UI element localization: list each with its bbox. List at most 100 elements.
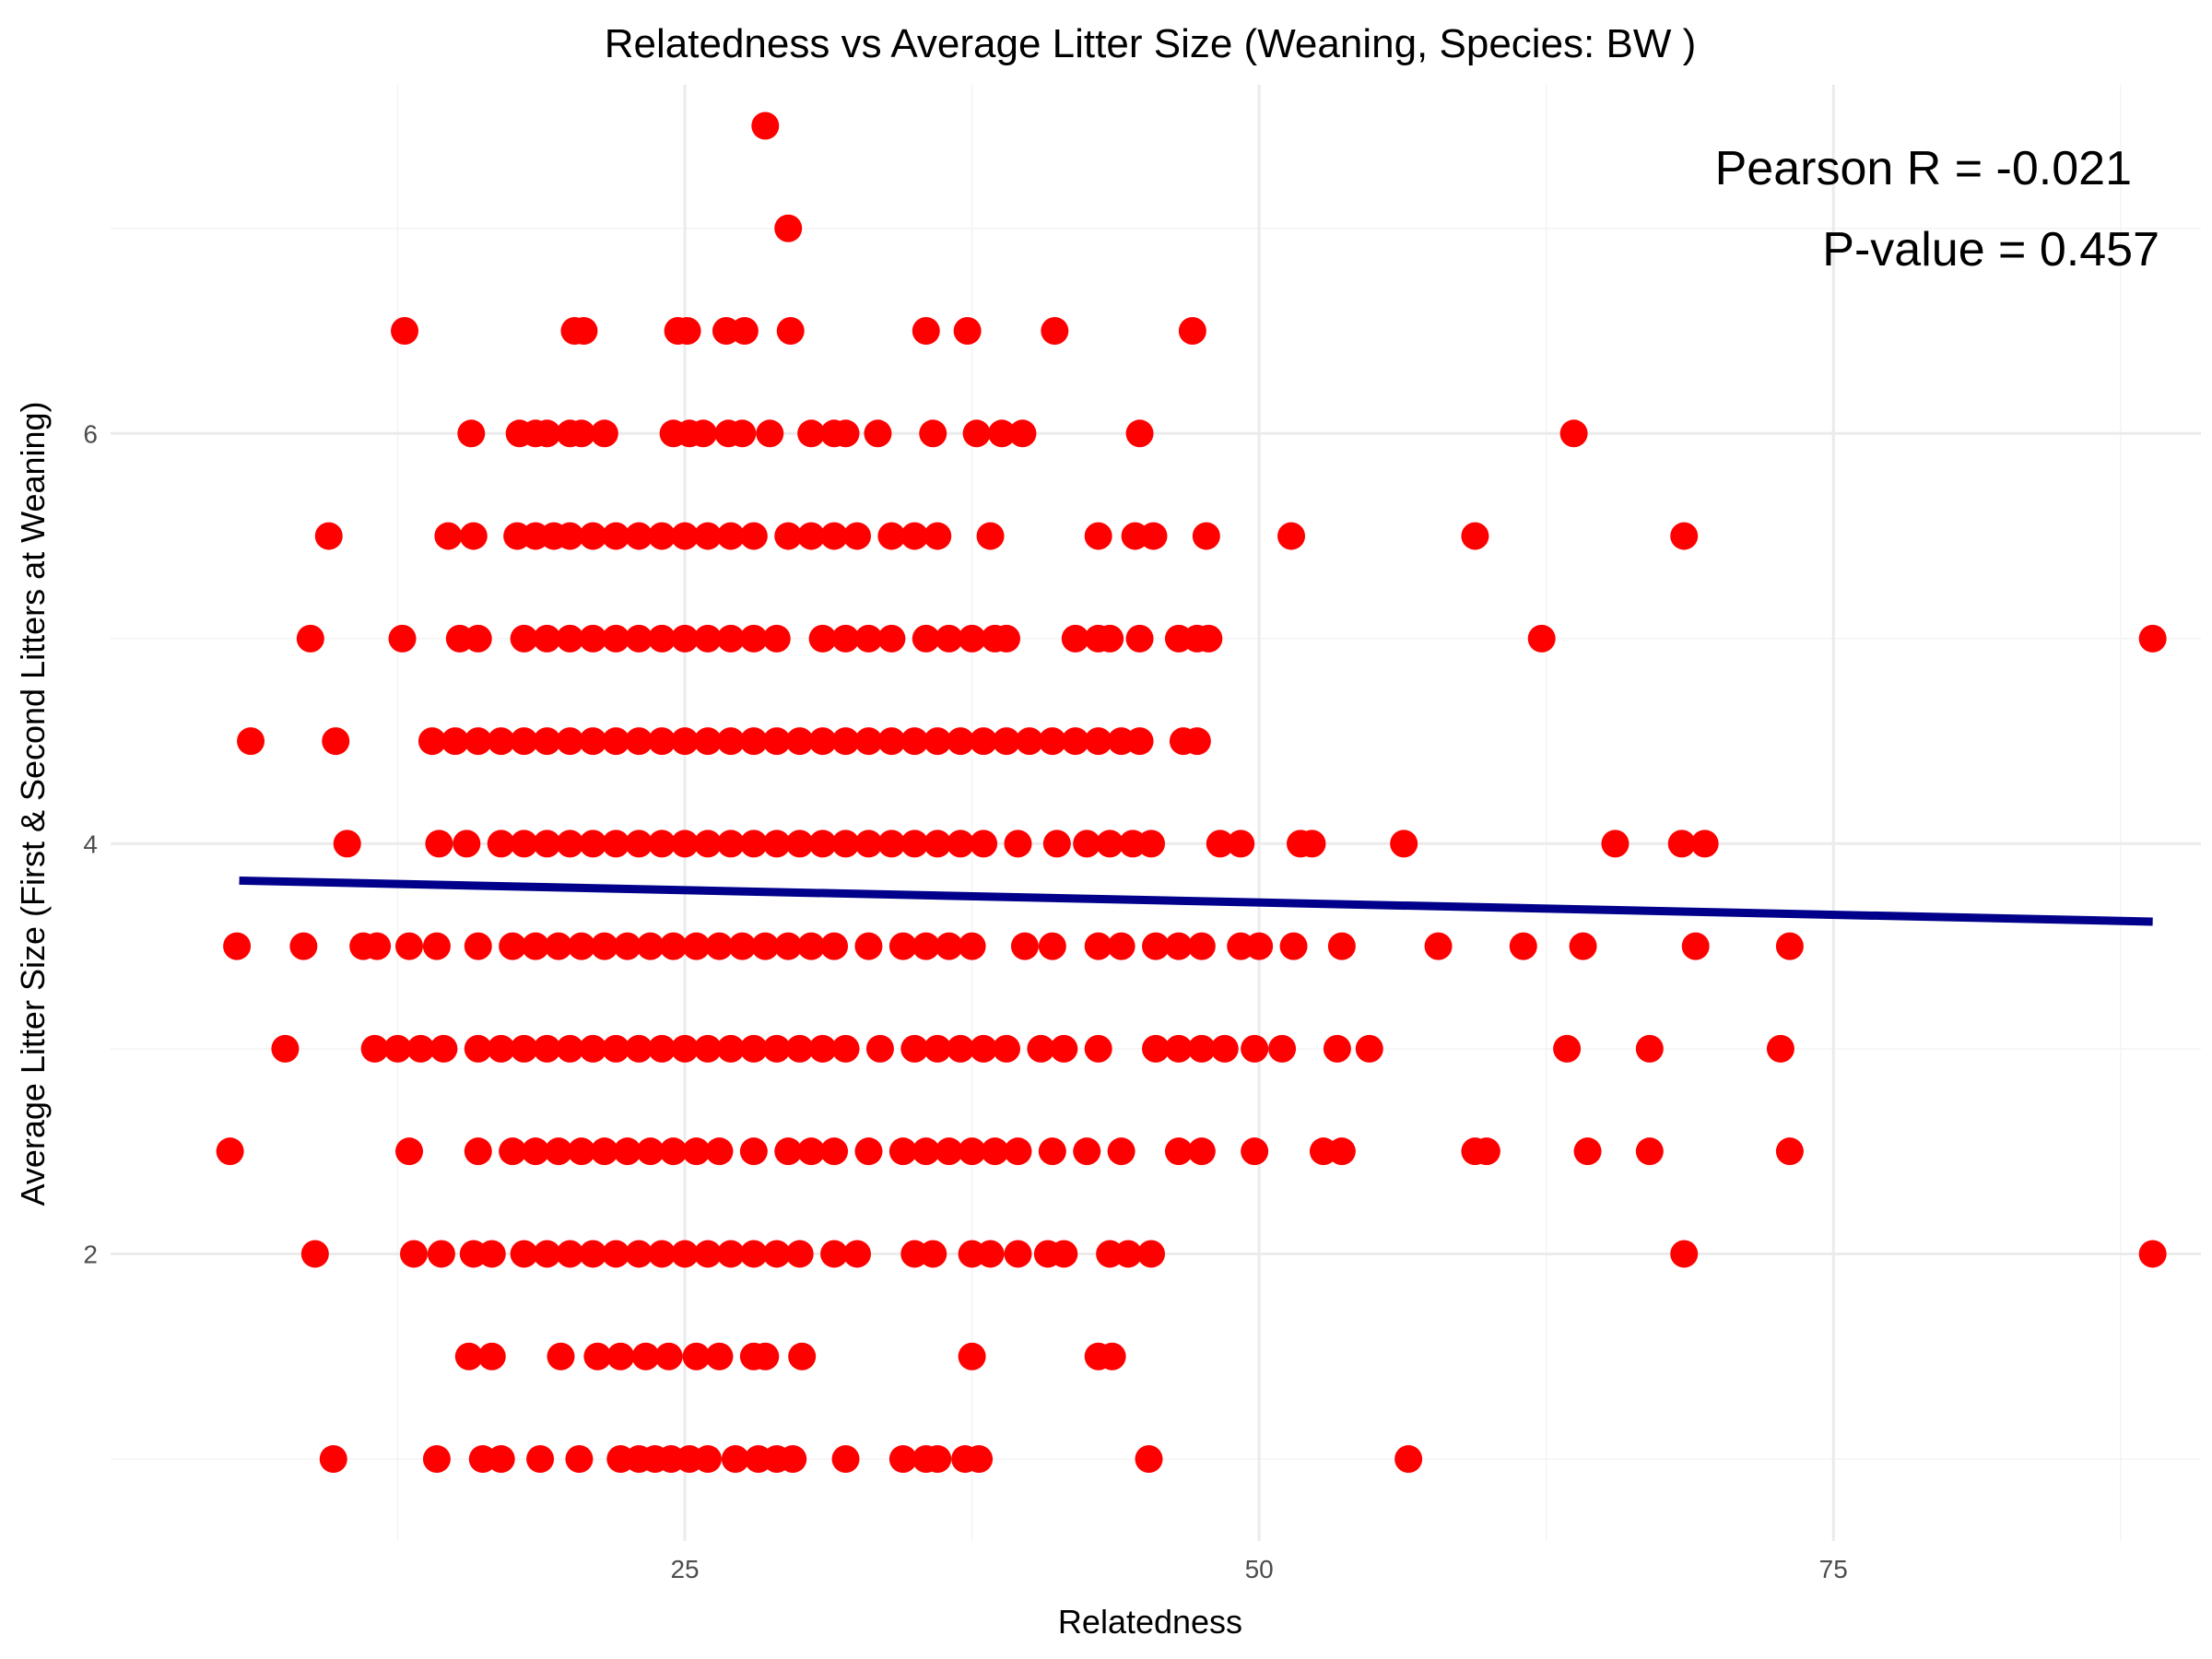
trend-line-group [239, 876, 2153, 926]
data-point [477, 1342, 506, 1371]
data-point [556, 1240, 584, 1268]
data-point [900, 1034, 929, 1063]
data-point [900, 727, 929, 756]
data-point [779, 1444, 807, 1473]
data-point [625, 727, 653, 756]
data-point [694, 1444, 722, 1473]
data-point [422, 932, 451, 960]
data-point [579, 830, 607, 858]
data-point [924, 830, 952, 858]
data-point [774, 932, 803, 960]
data-point [1125, 624, 1154, 653]
tick-labels: 25 50 75 2 4 6 [83, 419, 1847, 1583]
data-point [912, 317, 940, 346]
data-point [510, 624, 538, 653]
data-point [716, 1034, 745, 1063]
data-point [831, 1444, 860, 1473]
data-point [1277, 522, 1306, 550]
data-point [648, 830, 677, 858]
chart-title: Relatedness vs Average Litter Size (Wean… [605, 21, 1697, 66]
data-point [631, 1342, 660, 1371]
pearson-r-annotation: Pearson R = -0.021 [1715, 142, 2132, 195]
data-point [739, 830, 768, 858]
data-point [636, 1137, 665, 1166]
data-point [1073, 1137, 1101, 1166]
data-point [457, 419, 486, 448]
data-point [864, 419, 892, 448]
data-point [1327, 1137, 1356, 1166]
data-point [522, 1137, 550, 1166]
data-point [958, 932, 986, 960]
data-point [671, 522, 700, 550]
data-point [935, 624, 963, 653]
data-point [1073, 830, 1101, 858]
data-point [567, 932, 595, 960]
data-point [820, 1137, 849, 1166]
data-point [1527, 624, 1556, 653]
data-point [1461, 522, 1489, 550]
data-point [797, 419, 826, 448]
data-point [682, 1342, 711, 1371]
data-point [877, 727, 906, 756]
data-point [935, 1137, 963, 1166]
data-point [648, 522, 677, 550]
data-point [865, 1034, 894, 1063]
data-point [1424, 932, 1453, 960]
data-point [1042, 830, 1071, 858]
data-point [808, 727, 837, 756]
data-point [499, 932, 527, 960]
data-point [888, 1137, 917, 1166]
data-point [1681, 932, 1710, 960]
data-point [924, 522, 952, 550]
data-point [579, 727, 607, 756]
data-point [1004, 1137, 1032, 1166]
data-point [579, 522, 607, 550]
p-value-annotation: P-value = 0.457 [1822, 223, 2159, 276]
data-point [602, 1034, 630, 1063]
data-point [762, 1034, 791, 1063]
data-point [1569, 932, 1597, 960]
data-point [970, 727, 998, 756]
data-point [533, 1034, 561, 1063]
data-point [300, 1240, 329, 1268]
data-point [1553, 1034, 1582, 1063]
data-point [659, 932, 688, 960]
data-point [689, 419, 718, 448]
data-point [970, 1034, 998, 1063]
data-point [547, 1342, 575, 1371]
data-point [808, 1034, 837, 1063]
data-point [510, 830, 538, 858]
data-point [776, 317, 805, 346]
data-point [1142, 1034, 1170, 1063]
data-point [223, 932, 252, 960]
data-point [728, 932, 757, 960]
data-point [648, 1240, 677, 1268]
data-point [1670, 522, 1699, 550]
data-point [877, 830, 906, 858]
data-point [602, 727, 630, 756]
data-point [774, 214, 803, 242]
data-point [487, 1444, 515, 1473]
data-point [1390, 830, 1418, 858]
data-point [820, 522, 849, 550]
data-point [545, 932, 572, 960]
trend-line [239, 876, 2153, 926]
data-point [556, 522, 584, 550]
data-point [487, 830, 515, 858]
data-point [912, 624, 940, 653]
data-point [705, 932, 734, 960]
data-point [425, 830, 453, 858]
data-point [1206, 830, 1234, 858]
data-point [487, 727, 515, 756]
data-point [716, 830, 745, 858]
data-point [965, 1444, 994, 1473]
data-point [454, 1342, 483, 1371]
data-point [1667, 830, 1696, 858]
data-point [319, 1444, 347, 1473]
data-point [395, 1137, 423, 1166]
data-point [1137, 830, 1166, 858]
data-point [671, 1034, 700, 1063]
data-point [1008, 419, 1037, 448]
